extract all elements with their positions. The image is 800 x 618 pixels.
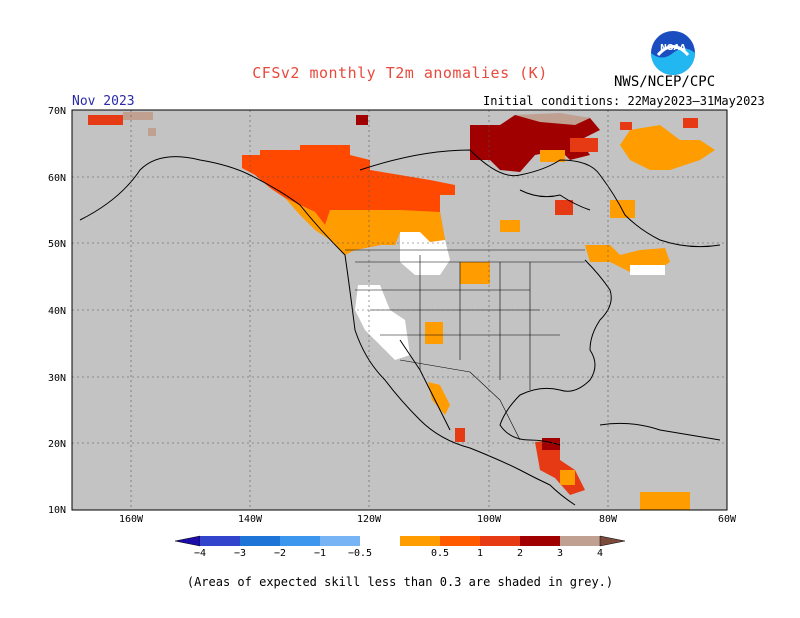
lat-tick-label: 30N [48, 373, 66, 384]
lat-tick-label: 60N [48, 173, 66, 184]
coastlines [79, 149, 721, 506]
colorbar-segment [200, 536, 240, 546]
anomaly-eastern-canada [620, 125, 715, 170]
lat-tick-label: 70N [48, 106, 66, 117]
initial-conditions-label: Initial conditions: 22May2023–31May2023 [483, 94, 765, 108]
colorbar-segment [240, 536, 280, 546]
noaa-logo-icon: NOAA [651, 31, 695, 75]
colorbar-label: 4 [597, 548, 603, 559]
colorbar-label: −2 [274, 548, 286, 559]
colorbar-segment [440, 536, 480, 546]
colorbar-segment [560, 536, 600, 546]
lat-tick-label: 50N [48, 239, 66, 250]
lat-tick-label: 40N [48, 306, 66, 317]
lon-tick-label: 80W [599, 514, 618, 525]
anomaly-mexico-coast [428, 382, 450, 415]
anomaly-alaska-nw-2 [123, 112, 153, 120]
anomaly-great-basin-white [355, 285, 410, 360]
colorbar-segment [320, 536, 360, 546]
lon-tick-label: 60W [718, 514, 737, 525]
lat-tick-label: 10N [48, 505, 66, 516]
colorbar-label: −0.5 [348, 548, 372, 559]
anomaly-alaska-nw [88, 115, 123, 125]
colorbar-arrow-right [599, 535, 626, 547]
colorbar-segment [280, 536, 320, 546]
anomaly-patches [88, 112, 715, 510]
colorbar: −4 −3 −2 −1 −0.5 0.5 1 2 3 4 [174, 535, 626, 559]
lon-tick-labels: 160W 140W 120W 100W 80W 60W [119, 514, 737, 525]
political-borders [345, 249, 585, 441]
colorbar-segment [520, 536, 560, 546]
gridlines [72, 110, 727, 510]
lon-tick-label: 100W [477, 514, 502, 525]
anomaly-hudson-bay [470, 115, 600, 172]
colorbar-arrow-left [174, 535, 201, 547]
logo-text: NOAA [660, 43, 686, 52]
lat-tick-labels: 70N 60N 50N 40N 30N 20N 10N [48, 106, 66, 516]
colorbar-label: 2 [517, 548, 523, 559]
lon-tick-label: 120W [357, 514, 382, 525]
colorbar-segment [480, 536, 520, 546]
colorbar-label: −1 [314, 548, 326, 559]
month-label: Nov 2023 [72, 94, 135, 109]
colorbar-segment [400, 536, 440, 546]
colorbar-label: 3 [557, 548, 563, 559]
anomaly-western-canada-edge [325, 210, 445, 250]
anomaly-bc-coast [285, 198, 355, 255]
agency-label: NWS/NCEP/CPC [614, 74, 716, 90]
lat-tick-label: 20N [48, 439, 66, 450]
footnote: (Areas of expected skill less than 0.3 a… [186, 575, 614, 589]
colorbar-label: 0.5 [431, 548, 449, 559]
colorbar-label: 1 [477, 548, 483, 559]
colorbar-label: −4 [194, 548, 206, 559]
lon-tick-label: 160W [119, 514, 144, 525]
colorbar-segment [360, 536, 400, 546]
lon-tick-label: 140W [238, 514, 263, 525]
colorbar-label: −3 [234, 548, 246, 559]
chart-title: CFSv2 monthly T2m anomalies (K) [252, 64, 548, 82]
